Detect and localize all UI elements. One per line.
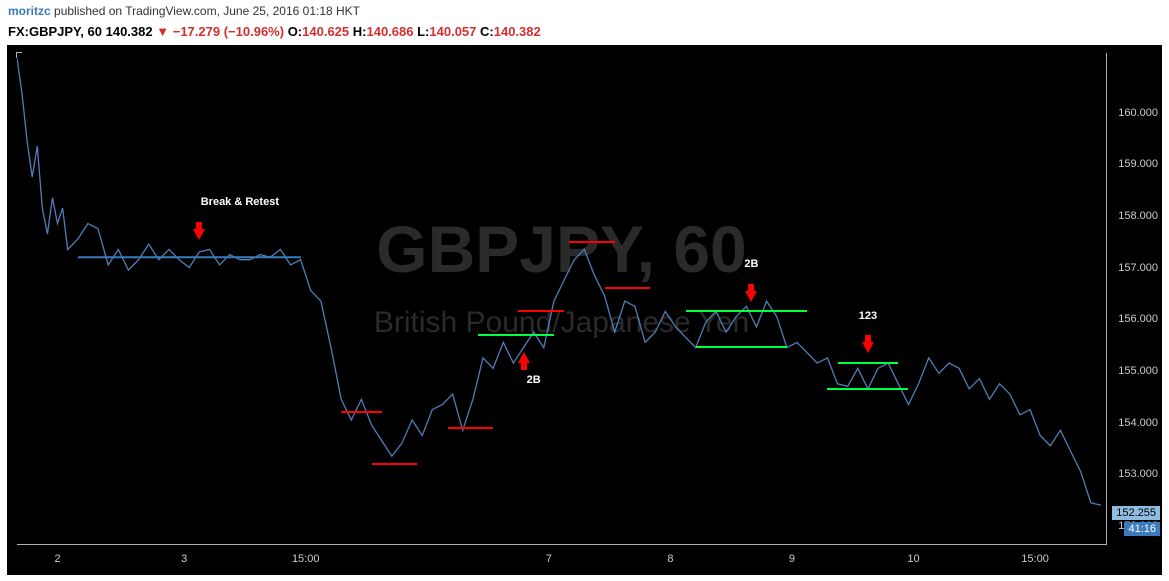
direction-icon: ▼ [156,24,169,39]
chart-hline[interactable] [569,241,615,243]
chart-hline[interactable] [605,287,651,289]
chart-hline[interactable] [478,334,554,336]
chart-hline[interactable] [341,411,382,413]
chart-hline[interactable] [696,346,787,348]
exchange: FX [8,24,25,39]
change-pct: (−10.96%) [224,24,284,39]
x-tick: 8 [667,553,673,565]
x-tick: 9 [789,553,795,565]
x-tick: 3 [181,553,187,565]
y-tick: 157.000 [1118,262,1158,274]
chart-hline[interactable] [686,310,808,312]
arrow-down-icon[interactable] [862,342,874,353]
l-value: 140.057 [429,24,476,39]
x-axis: 2 3 15:00 7 8 9 10 15:00 [17,547,1107,575]
c-value: 140.382 [494,24,541,39]
chart-hline[interactable] [78,256,301,258]
c-label: C: [480,24,494,39]
y-tick: 156.000 [1118,313,1158,325]
chart-annotation[interactable]: 2B [744,258,758,270]
arrow-down-icon[interactable] [193,229,205,240]
y-tick: 155.000 [1118,365,1158,377]
arrow-up-icon[interactable] [518,352,530,363]
x-tick: 2 [54,553,60,565]
symbol[interactable]: GBPJPY [29,24,80,39]
y-tick: 159.000 [1118,158,1158,170]
chart-hline[interactable] [838,362,899,364]
timeframe: 60 [88,24,102,39]
x-tick: 10 [907,553,919,565]
y-tick: 154.000 [1118,417,1158,429]
bar-countdown: 41:16 [1124,522,1160,536]
y-tick: 160.000 [1118,107,1158,119]
quote-bar: FX:GBPJPY, 60 140.382 ▼ −17.279 (−10.96%… [0,22,1169,45]
chart-area[interactable]: GBPJPY, 60 British Pound/Japanese Yen Br… [7,45,1162,575]
chart-hline[interactable] [372,463,418,465]
x-tick: 15:00 [292,553,320,565]
plot-region[interactable]: GBPJPY, 60 British Pound/Japanese Yen Br… [17,53,1107,545]
o-value: 140.625 [302,24,349,39]
x-tick: 7 [546,553,552,565]
chart-hline[interactable] [518,310,564,312]
price-line [17,53,1106,544]
chart-annotation[interactable]: 123 [859,310,877,322]
chart-hline[interactable] [827,388,908,390]
arrow-down-icon[interactable] [745,291,757,302]
o-label: O: [288,24,302,39]
publish-meta: published on TradingView.com, June 25, 2… [51,4,360,18]
last-price-tag: 152.255 [1112,506,1160,520]
l-label: L: [417,24,429,39]
y-tick: 158.000 [1118,210,1158,222]
y-tick: 153.000 [1118,468,1158,480]
h-label: H: [353,24,367,39]
x-tick: 15:00 [1021,553,1049,565]
publish-header: moritzc published on TradingView.com, Ju… [0,0,1169,22]
chart-hline[interactable] [448,427,494,429]
change: −17.279 [173,24,220,39]
chart-annotation[interactable]: Break & Retest [201,196,279,208]
author-link[interactable]: moritzc [8,4,51,18]
y-axis: 152.000153.000154.000155.000156.000157.0… [1110,53,1162,545]
last-price: 140.382 [106,24,153,39]
chart-annotation[interactable]: 2B [527,374,541,386]
h-value: 140.686 [366,24,413,39]
